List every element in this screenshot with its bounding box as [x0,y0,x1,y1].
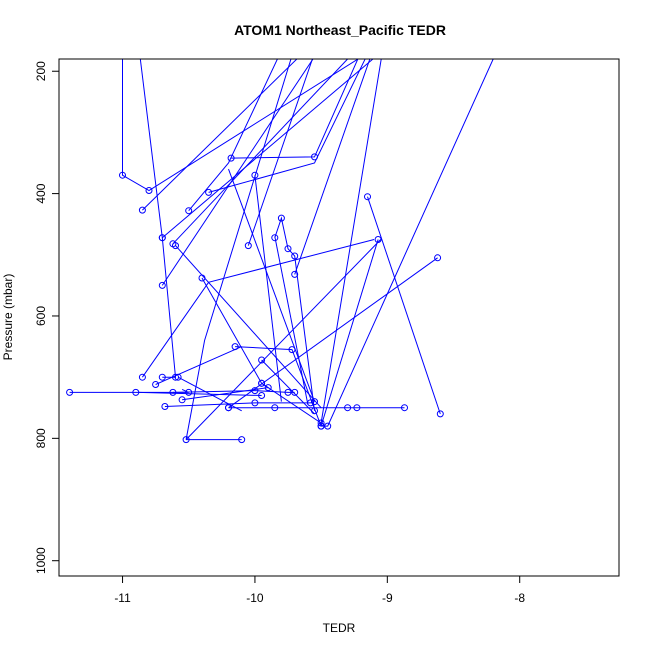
data-point [291,388,299,396]
series-line-18 [201,59,382,424]
y-tick-label: 600 [34,306,48,326]
series-line-7 [254,175,282,402]
y-tick-label: 800 [34,428,48,448]
series-line-2 [139,59,177,378]
series-line-22 [69,388,189,393]
data-point [178,396,186,404]
series-line-28 [185,59,292,440]
data-point [158,234,166,242]
data-point [434,254,442,262]
y-tick-label: 200 [34,61,48,81]
data-point [138,373,146,381]
data-point [227,154,235,162]
y-axis-label: Pressure (mbar) [1,274,15,361]
data-point [172,242,179,250]
data-point [344,404,352,412]
data-point [291,252,299,260]
plot-area [66,59,494,444]
series-line-11 [175,245,322,409]
x-tick-label: -8 [514,591,525,605]
data-point [271,234,279,242]
series-line-14 [294,59,371,275]
data-point [324,422,332,430]
x-tick-label: -11 [114,591,131,605]
x-tick-label: -9 [382,591,393,605]
data-point [277,214,285,222]
series-line-30 [185,239,382,440]
data-point [258,392,266,399]
data-point [158,373,166,381]
series-line-26 [164,401,315,407]
data-point [251,399,259,407]
series-line-12 [247,59,313,246]
data-point [145,187,153,194]
data-point [185,207,193,215]
data-point [291,270,299,278]
series-line-1 [122,59,359,192]
series-line-15 [367,196,441,415]
series-line-21 [155,346,242,385]
series-line-20 [141,239,375,378]
data-point [198,274,206,282]
data-point [251,387,259,395]
y-tick-label: 1000 [34,547,48,574]
y-axis: 200 400 600 800 1000 [34,61,60,574]
x-axis-label: TEDR [323,621,356,635]
y-tick-label: 400 [34,183,48,203]
x-axis: -11 -10 -9 -8 [114,575,525,605]
data-point [364,193,371,201]
data-point [401,404,408,412]
series-line-34 [177,376,242,412]
series-line-31 [228,168,315,402]
data-point [119,171,126,179]
data-point [244,242,252,250]
data-point [152,381,160,388]
series-line-23 [138,391,262,396]
series-line-6 [208,59,366,193]
data-point [138,206,146,214]
data-point [169,388,177,396]
series-line-13 [274,216,315,411]
chart-title: ATOM1 Northeast_Pacific TEDR [234,22,446,38]
data-point [353,404,361,412]
data-point [258,379,266,387]
data-point [158,281,166,289]
data-point [311,398,318,406]
data-point [238,436,246,444]
series-line-19 [235,59,494,427]
series-line-8 [172,59,348,245]
data-point [258,356,266,364]
data-point [436,410,444,418]
data-point [317,422,325,430]
series-line-4 [231,59,359,159]
series-line-17 [320,239,379,427]
series-line-5 [188,59,278,212]
data-point [271,404,279,412]
data-point [174,373,182,381]
data-point [284,388,292,396]
series-line-10 [161,59,314,286]
series-line-33 [261,359,315,415]
series-line-9 [161,59,374,239]
data-point [284,245,292,253]
series-line-3 [142,59,298,211]
data-point [251,171,259,179]
data-point [225,404,232,412]
x-tick-label: -10 [246,591,264,605]
series-line-16 [228,257,438,409]
data-point [161,403,169,410]
data-point [264,384,272,392]
series-line-32 [274,236,309,405]
data-point [205,188,213,196]
data-point [66,388,74,396]
